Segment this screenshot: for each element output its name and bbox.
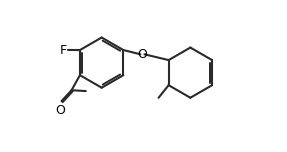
Text: O: O [137,48,147,61]
Text: O: O [55,104,65,117]
Text: F: F [60,44,67,57]
